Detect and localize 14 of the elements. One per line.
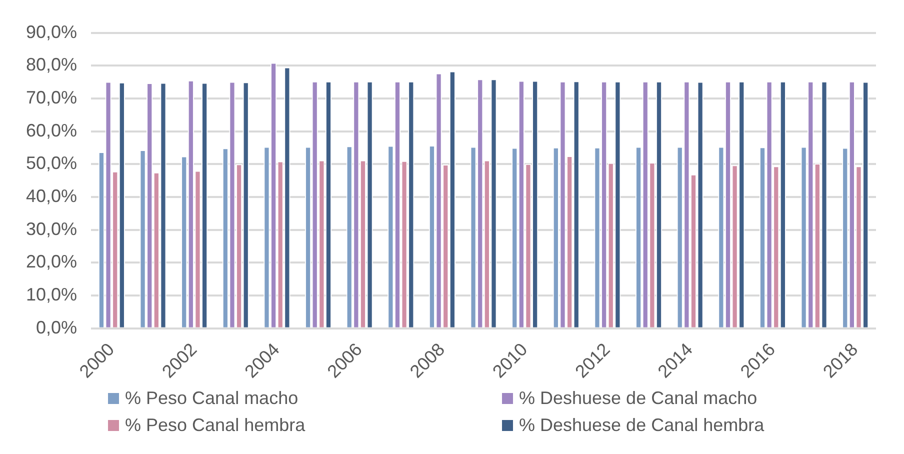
y-tick-label: 80,0% <box>26 54 78 75</box>
legend-label: % Peso Canal macho <box>125 388 298 409</box>
legend-label: % Deshuese de Canal macho <box>519 388 758 409</box>
y-tick-label: 40,0% <box>26 186 78 206</box>
y-tick-label: 20,0% <box>26 252 78 272</box>
y-tick-label: 60,0% <box>26 120 78 140</box>
y-tick-label: 50,0% <box>26 153 78 174</box>
y-tick-label: 10,0% <box>26 284 78 305</box>
y-tick-label: 30,0% <box>26 218 78 239</box>
y-tick-label: 0,0% <box>36 317 78 338</box>
legend-label: % Deshuese de Canal hembra <box>519 415 764 436</box>
y-tick-label: 90,0% <box>26 22 78 42</box>
legend-label: % Peso Canal hembra <box>125 415 306 436</box>
y-tick-label: 70,0% <box>26 87 78 108</box>
